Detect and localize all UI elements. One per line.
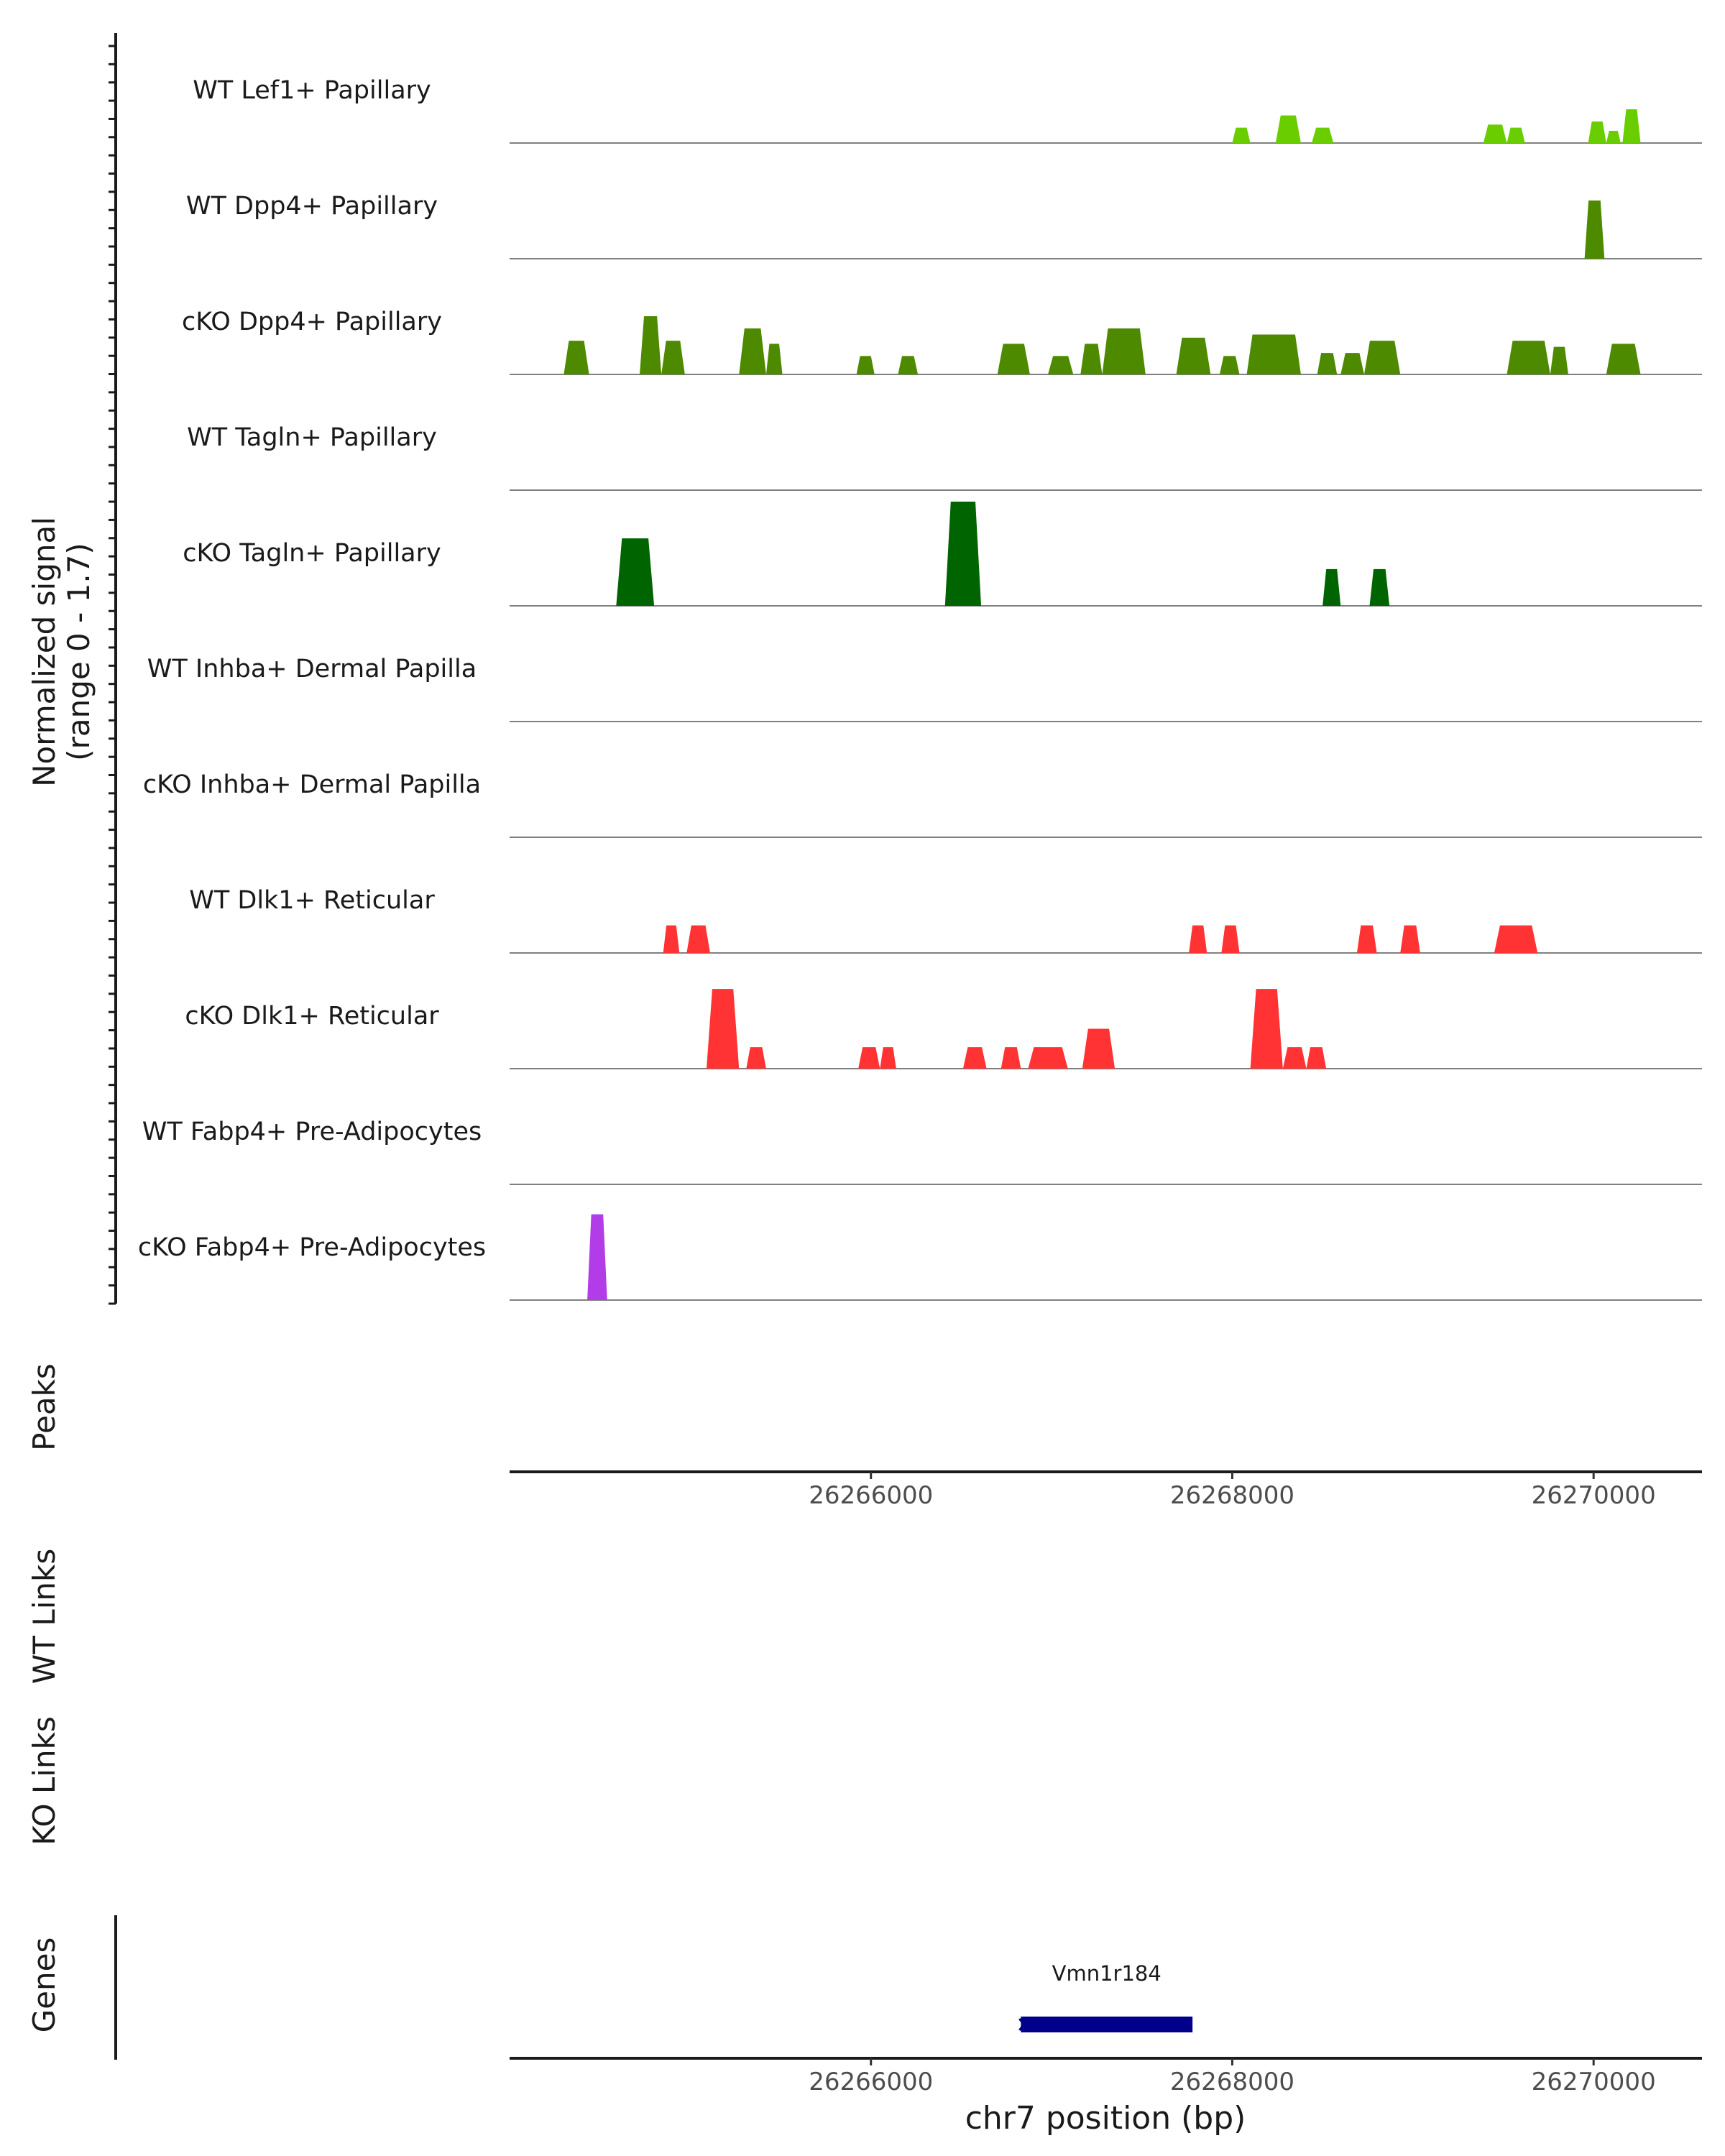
track-label: WT Dlk1+ Reticular [189,886,435,915]
signal-peak [1102,328,1146,374]
track-label: cKO Inhba+ Dermal Papilla [143,770,481,799]
signal-peak [564,341,589,374]
ko-links-label: KO Links [27,1716,62,1846]
signal-peak [1588,121,1606,143]
signal-peak [1232,127,1251,143]
x-tick-label: 26266000 [809,1481,933,1510]
signal-peak [661,341,685,374]
coverage-y-axis [109,33,117,1305]
signal-peak [1317,353,1338,374]
peaks-x-ticks: 26266000 26268000 26270000 [809,1472,1656,1510]
signal-peak [1369,568,1390,606]
coverage-track: WT Lef1+ Papillary [193,76,1702,144]
track-label: WT Inhba+ Dermal Papilla [147,655,477,683]
coverage-track: WT Dpp4+ Papillary [186,192,1702,259]
gene-strand-marker [1018,2018,1029,2031]
signal-peak [616,538,655,606]
track-label: WT Lef1+ Papillary [193,76,431,105]
signal-peak [1219,356,1240,374]
signal-peak [1246,334,1301,374]
signal-peak [1080,344,1103,374]
signal-peak [1312,127,1334,143]
x-tick-label: 26270000 [1532,1481,1656,1510]
signal-peak [1340,353,1364,374]
peaks-track-label: Peaks [27,1363,62,1451]
gene-label: Vmn1r184 [1052,1961,1162,1986]
signal-peak [1250,989,1283,1069]
track-label: cKO Dlk1+ Reticular [185,1002,439,1031]
signal-peak [686,925,711,953]
signal-peak [1584,200,1605,259]
coverage-range-label: (range 0 - 1.7) [61,543,96,761]
signal-peak [1322,568,1341,606]
signal-peak [858,1047,880,1069]
signal-peak [1356,925,1377,953]
signal-peak [856,356,875,374]
signal-peak [1506,341,1550,374]
track-label: cKO Fabp4+ Pre-Adipocytes [138,1233,486,1262]
signal-peak [1400,925,1420,953]
signal-peak [1282,1047,1307,1069]
coverage-track: cKO Tagln+ Papillary [183,502,1702,607]
signal-peak [1275,115,1301,143]
coverage-ylabel: Normalized signal [27,517,62,787]
signal-peak [1221,925,1240,953]
coverage-track: cKO Dlk1+ Reticular [185,989,1702,1069]
coverage-track: WT Tagln+ Papillary [187,423,1702,491]
signal-peak [1189,925,1208,953]
x-tick-label: 26266000 [809,2068,933,2096]
x-tick-label: 26268000 [1170,1481,1294,1510]
coverage-track: WT Inhba+ Dermal Papilla [147,655,1702,722]
signal-peak [1000,1047,1021,1069]
signal-peak [706,989,740,1069]
signal-peak [1363,341,1401,374]
signal-peak [1048,356,1074,374]
x-tick-label: 26268000 [1170,2068,1294,2096]
coverage-track: WT Fabp4+ Pre-Adipocytes [142,1118,1702,1185]
signal-peak [1028,1047,1068,1069]
track-label: cKO Dpp4+ Papillary [182,308,442,336]
signal-peak [1483,124,1507,143]
track-label: WT Dpp4+ Papillary [186,192,438,221]
signal-peak [639,315,662,374]
signal-peak [880,1047,896,1069]
signal-peak [1606,130,1621,143]
genes-x-ticks: 26266000 26268000 26270000 [809,2058,1656,2096]
signal-peak [587,1214,607,1300]
wt-links-label: WT Links [27,1549,62,1684]
signal-peak [1606,344,1641,374]
signal-peak [1622,109,1641,143]
gene-body [1021,2017,1193,2032]
signal-peak [1176,337,1211,374]
coverage-track: WT Dlk1+ Reticular [189,886,1702,954]
coverage-track: cKO Fabp4+ Pre-Adipocytes [138,1214,1702,1301]
signal-peak [962,1047,987,1069]
x-axis-label: chr7 position (bp) [965,2100,1246,2137]
track-label: WT Tagln+ Papillary [187,423,437,452]
signal-peak [765,344,783,374]
genes-track-label: Genes [27,1938,62,2033]
signal-peak [898,356,919,374]
track-label: cKO Tagln+ Papillary [183,539,441,568]
signal-peak [1082,1028,1116,1069]
x-tick-label: 26270000 [1532,2068,1656,2096]
signal-peak [746,1047,766,1069]
coverage-track: cKO Dpp4+ Papillary [182,308,1702,375]
signal-peak [739,328,766,374]
coverage-track: cKO Inhba+ Dermal Papilla [143,770,1702,838]
signal-peak [1494,925,1538,953]
coverage-tracks: WT Lef1+ Papillary WT Dpp4+ Papillary cKO … [138,76,1702,1301]
signal-peak [997,344,1030,374]
signal-peak [1506,127,1525,143]
signal-peak [1306,1047,1327,1069]
signal-peak [1550,346,1568,374]
signal-peak [663,925,680,953]
track-label: WT Fabp4+ Pre-Adipocytes [142,1118,482,1146]
gene-track: Vmn1r184 [1018,1961,1193,2032]
signal-peak [944,502,982,606]
